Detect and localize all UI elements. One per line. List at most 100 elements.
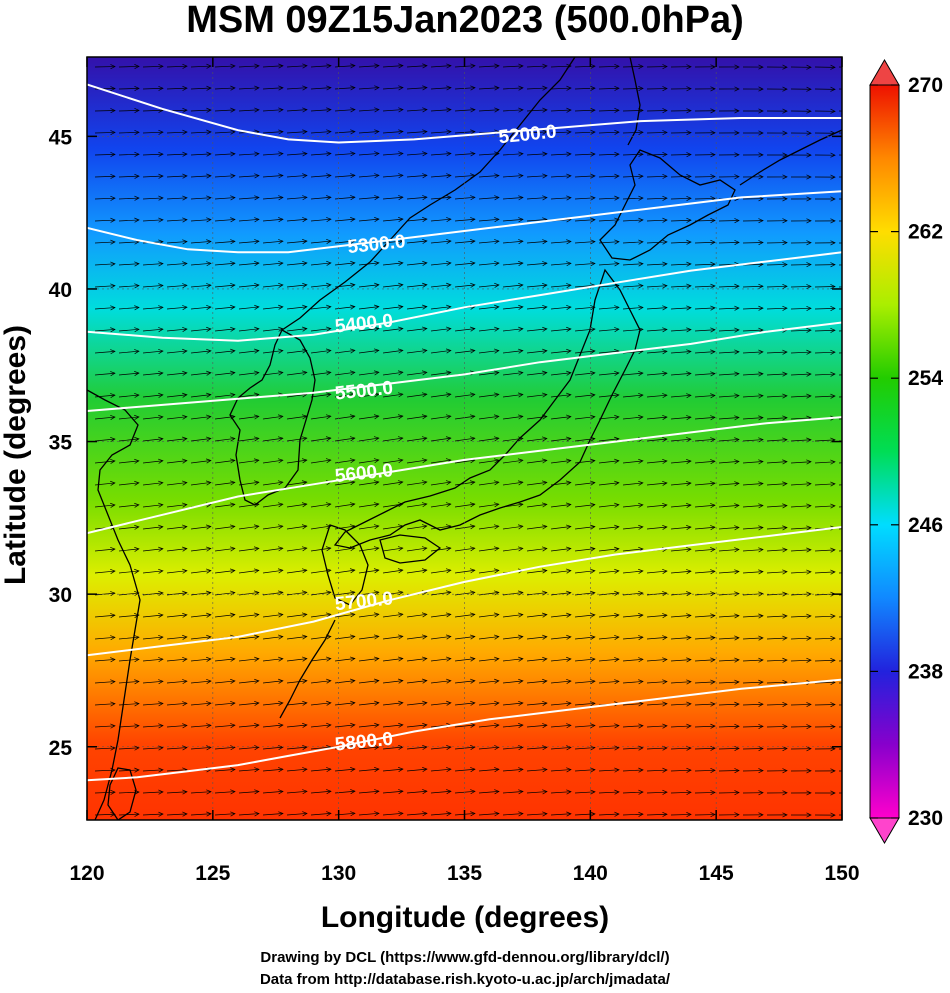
wind-arrow xyxy=(502,811,524,817)
contour-line xyxy=(87,321,842,412)
wind-arrow xyxy=(238,414,260,420)
wind-arrow xyxy=(598,392,620,398)
wind-arrow xyxy=(742,746,764,752)
wind-arrow xyxy=(622,613,644,619)
wind-arrow xyxy=(382,811,404,817)
wind-arrow xyxy=(238,546,260,552)
wind-arrow xyxy=(94,371,116,377)
wind-arrow xyxy=(814,64,836,70)
wind-arrow xyxy=(214,195,236,201)
wind-arrow xyxy=(382,260,404,266)
wind-arrow xyxy=(118,436,140,442)
wind-arrow xyxy=(646,591,668,597)
wind-arrow xyxy=(766,657,788,663)
wind-arrow xyxy=(814,569,836,575)
wind-arrow xyxy=(790,569,812,575)
wind-arrow xyxy=(622,502,644,508)
wind-arrow xyxy=(118,502,140,508)
wind-arrow xyxy=(382,392,404,398)
colorbar-tick-label: 262 xyxy=(908,221,943,244)
wind-arrow xyxy=(262,480,284,486)
wind-arrow xyxy=(646,327,668,333)
wind-arrow xyxy=(262,546,284,552)
wind-arrow xyxy=(166,634,188,640)
wind-arrow xyxy=(478,107,500,113)
wind-arrow xyxy=(382,107,404,113)
wind-arrow xyxy=(94,657,116,663)
wind-arrow xyxy=(382,85,404,91)
wind-arrow xyxy=(262,568,284,574)
wind-arrow xyxy=(430,480,452,486)
wind-arrow xyxy=(574,217,596,223)
wind-arrow xyxy=(382,546,404,552)
wind-arrow xyxy=(334,722,356,728)
wind-arrow xyxy=(454,414,476,420)
wind-arrow xyxy=(694,701,716,707)
wind-arrow xyxy=(430,811,452,817)
wind-arrow xyxy=(790,768,812,774)
wind-arrow xyxy=(454,767,476,773)
wind-arrow xyxy=(550,612,572,618)
wind-arrow xyxy=(214,656,236,662)
wind-arrow xyxy=(334,370,356,376)
wind-arrow xyxy=(118,217,140,223)
wind-arrow xyxy=(238,217,260,223)
contour-line xyxy=(87,678,842,782)
wind-arrow xyxy=(670,525,692,531)
wind-arrow xyxy=(214,63,236,69)
wind-arrow xyxy=(358,656,380,662)
wind-arrow xyxy=(262,85,284,91)
wind-arrow xyxy=(334,436,356,442)
wind-arrow xyxy=(694,305,716,311)
wind-arrow xyxy=(238,656,260,662)
wind-arrow xyxy=(814,812,836,818)
wind-arrow xyxy=(118,349,140,355)
colorbar-extend-min xyxy=(869,817,900,844)
wind-arrow xyxy=(574,524,596,530)
wind-arrow xyxy=(742,569,764,575)
wind-arrow xyxy=(310,811,332,817)
wind-arrow xyxy=(598,524,620,530)
wind-arrow xyxy=(286,107,308,113)
wind-arrow xyxy=(574,745,596,751)
wind-arrow xyxy=(382,238,404,244)
wind-arrow xyxy=(262,151,284,157)
wind-arrow xyxy=(262,436,284,442)
wind-arrow xyxy=(190,656,212,662)
wind-arrow xyxy=(574,195,596,201)
wind-arrow xyxy=(214,568,236,574)
wind-arrow xyxy=(646,436,668,442)
wind-arrow xyxy=(598,679,620,685)
wind-arrow xyxy=(742,657,764,663)
wind-arrow xyxy=(766,481,788,487)
wind-arrow xyxy=(550,745,572,751)
wind-arrow xyxy=(718,371,740,377)
wind-arrow xyxy=(430,85,452,91)
wind-arrow xyxy=(526,634,548,640)
coastline-russia xyxy=(281,57,576,331)
wind-arrow xyxy=(766,635,788,641)
wind-arrow xyxy=(574,261,596,267)
wind-arrow xyxy=(766,437,788,443)
wind-arrow xyxy=(310,326,332,332)
wind-arrow xyxy=(310,789,332,795)
wind-arrow xyxy=(142,261,164,267)
wind-arrow xyxy=(814,371,836,377)
wind-arrow xyxy=(766,283,788,289)
wind-arrow xyxy=(334,767,356,773)
wind-arrow xyxy=(598,173,620,179)
wind-arrow xyxy=(526,745,548,751)
wind-arrow xyxy=(190,326,212,332)
wind-arrow xyxy=(406,634,428,640)
wind-arrow xyxy=(766,240,788,246)
wind-arrow xyxy=(670,503,692,508)
wind-arrow xyxy=(790,174,812,180)
wind-arrow xyxy=(478,634,500,640)
wind-arrow xyxy=(406,458,428,464)
wind-arrow xyxy=(358,789,380,795)
wind-arrow xyxy=(718,547,740,553)
wind-arrow xyxy=(646,723,668,729)
wind-arrow xyxy=(478,612,500,618)
wind-arrow xyxy=(238,392,260,398)
wind-arrow xyxy=(790,525,812,531)
